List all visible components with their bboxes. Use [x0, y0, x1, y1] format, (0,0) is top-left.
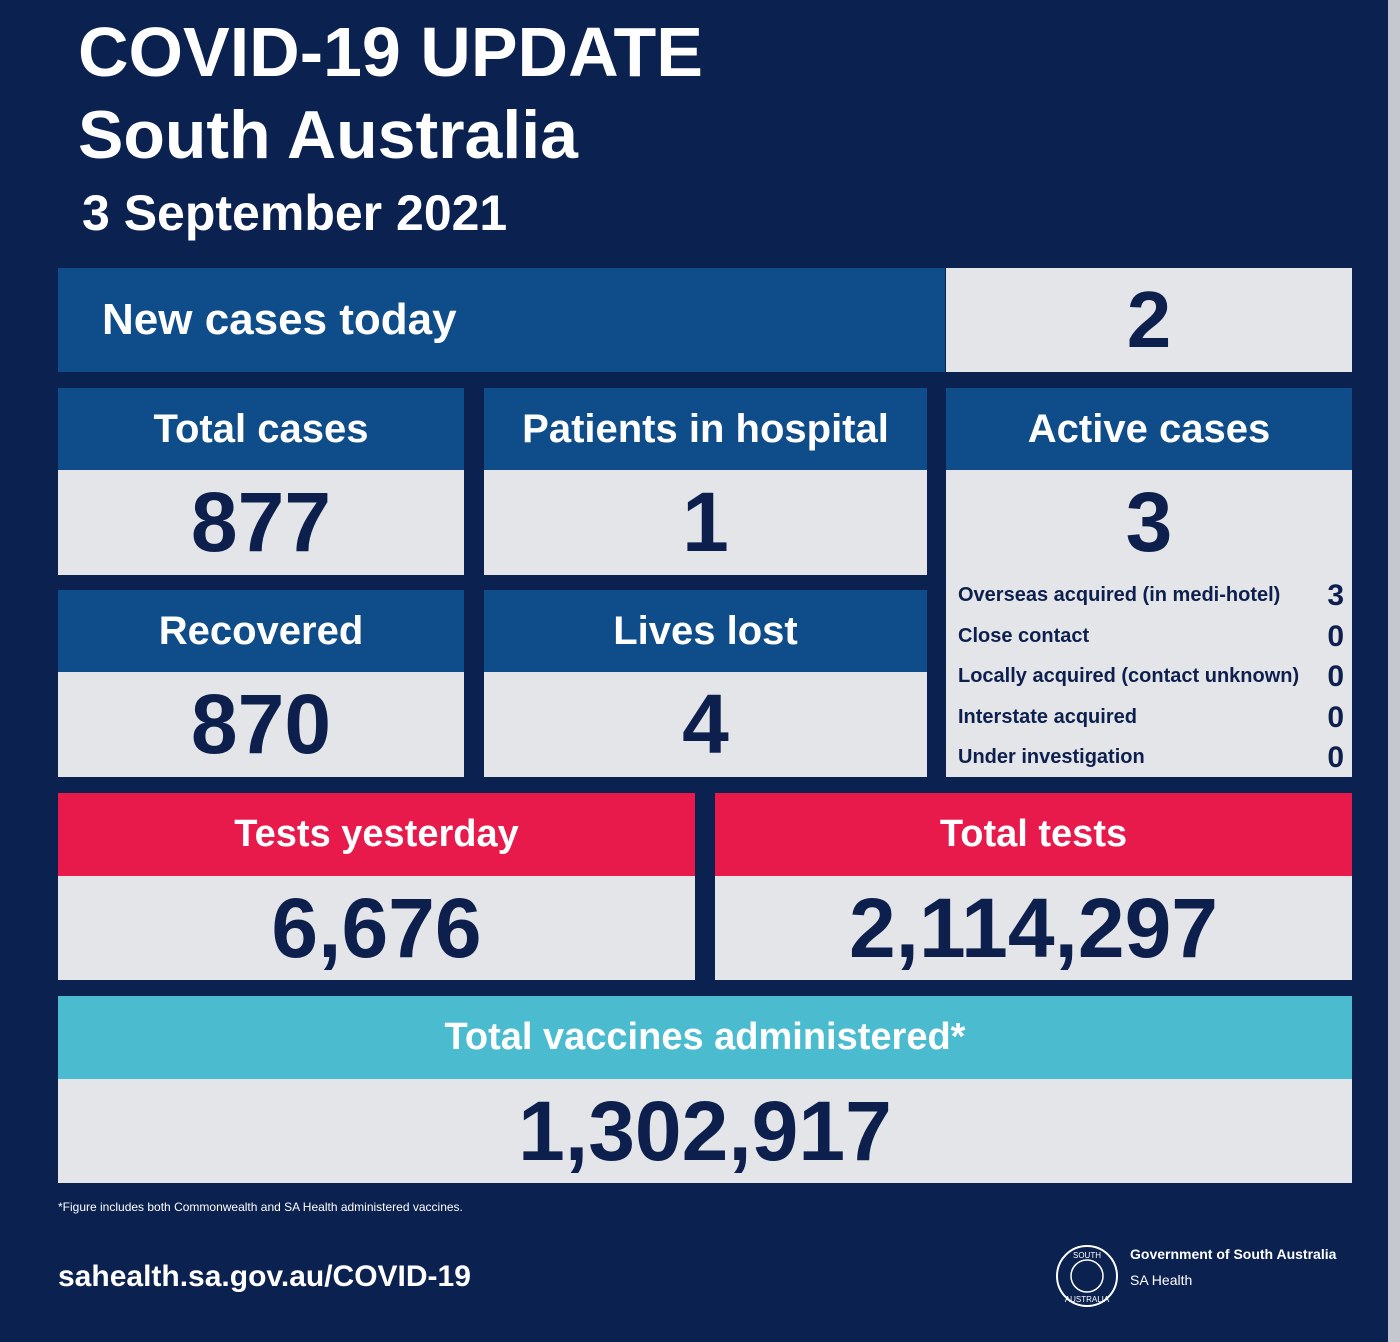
stat-label: Patients in hospital [484, 388, 927, 470]
seal-inner [1070, 1259, 1104, 1293]
url: sahealth.sa.gov.au/COVID-19 [58, 1260, 471, 1293]
breakdown-label: Overseas acquired (in medi-hotel) [958, 584, 1281, 606]
breakdown-value: 0 [1327, 741, 1344, 774]
tests-label: Tests yesterday [58, 793, 695, 876]
title: COVID-19 UPDATE [78, 13, 703, 91]
stat-value: 4 [484, 672, 927, 777]
seal-top: SOUTH [1073, 1251, 1101, 1260]
stat-label: Lives lost [484, 590, 927, 672]
breakdown-value: 0 [1327, 619, 1344, 653]
active-panel: 3 [946, 470, 1352, 777]
vaccines-value: 1,302,917 [58, 1079, 1352, 1183]
gov-name: Government of South Australia [1130, 1246, 1337, 1262]
stat-label: Total cases [58, 388, 464, 470]
region: South Australia [78, 97, 578, 173]
footnote: *Figure includes both Commonwealth and S… [58, 1200, 463, 1214]
edge-strip [1388, 0, 1400, 1342]
stat-value: 870 [58, 672, 464, 777]
seal-ring [1056, 1245, 1118, 1307]
breakdown-value: 0 [1327, 660, 1344, 693]
new-cases-value: 2 [946, 268, 1352, 372]
tests-label: Total tests [715, 793, 1352, 876]
tests-value: 6,676 [58, 876, 695, 980]
breakdown-label: Locally acquired (contact unknown) [958, 665, 1300, 687]
new-cases-label: New cases today [58, 268, 945, 372]
tests-value: 2,114,297 [715, 876, 1352, 980]
gov-dept: SA Health [1130, 1272, 1193, 1288]
active-label: Active cases [946, 388, 1352, 470]
seal-bottom: AUSTRALIA [1065, 1295, 1110, 1304]
seal: SOUTH AUSTRALIA [1056, 1245, 1118, 1307]
date: 3 September 2021 [82, 185, 508, 241]
breakdown-label: Under investigation [958, 746, 1145, 768]
stat-value: 1 [484, 470, 927, 575]
breakdown-label: Close contact [958, 624, 1090, 647]
stat-label: Recovered [58, 590, 464, 672]
breakdown-value: 0 [1327, 700, 1344, 734]
stat-value: 877 [58, 470, 464, 575]
breakdown-value: 3 [1327, 579, 1344, 612]
breakdown-label: Interstate acquired [958, 705, 1137, 728]
active-value: 3 [1125, 475, 1173, 569]
vaccines-label: Total vaccines administered* [58, 996, 1352, 1079]
